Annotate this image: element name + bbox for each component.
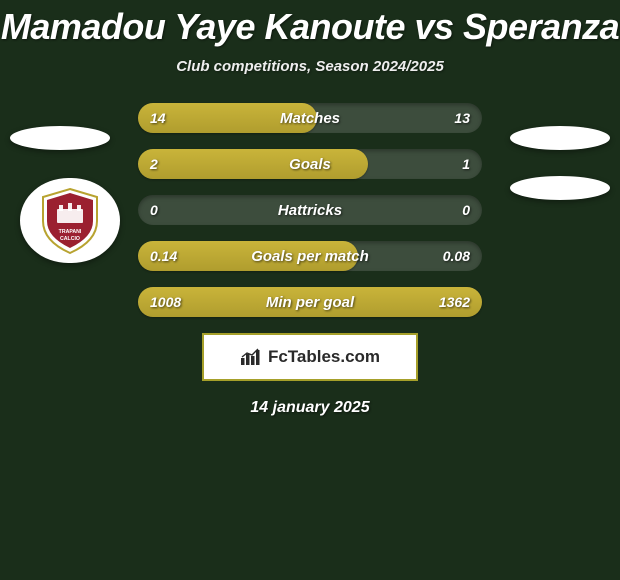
stat-left-value: 2	[150, 149, 158, 179]
bar-fill	[138, 287, 482, 317]
bar-fill	[138, 149, 368, 179]
page-title: Mamadou Yaye Kanoute vs Speranza	[0, 0, 620, 48]
stat-row: 2 Goals 1	[138, 149, 482, 179]
source-badge[interactable]: FcTables.com	[202, 333, 418, 381]
stat-left-value: 0	[150, 195, 158, 225]
bar-track	[138, 195, 482, 225]
page-subtitle: Club competitions, Season 2024/2025	[0, 58, 620, 75]
stats-container: 14 Matches 13 2 Goals 1 0 Hattricks 0 0.…	[0, 103, 620, 317]
stat-left-value: 0.14	[150, 241, 177, 271]
stat-row: 14 Matches 13	[138, 103, 482, 133]
date-text: 14 january 2025	[0, 399, 620, 417]
stat-right-value: 13	[454, 103, 470, 133]
source-brand-text: FcTables.com	[268, 347, 380, 367]
stat-left-value: 14	[150, 103, 166, 133]
stat-right-value: 1	[462, 149, 470, 179]
bar-chart-icon	[240, 348, 262, 366]
stat-row: 0 Hattricks 0	[138, 195, 482, 225]
stat-left-value: 1008	[150, 287, 181, 317]
stat-row: 0.14 Goals per match 0.08	[138, 241, 482, 271]
stat-right-value: 0	[462, 195, 470, 225]
stat-row: 1008 Min per goal 1362	[138, 287, 482, 317]
stat-right-value: 0.08	[443, 241, 470, 271]
stat-right-value: 1362	[439, 287, 470, 317]
